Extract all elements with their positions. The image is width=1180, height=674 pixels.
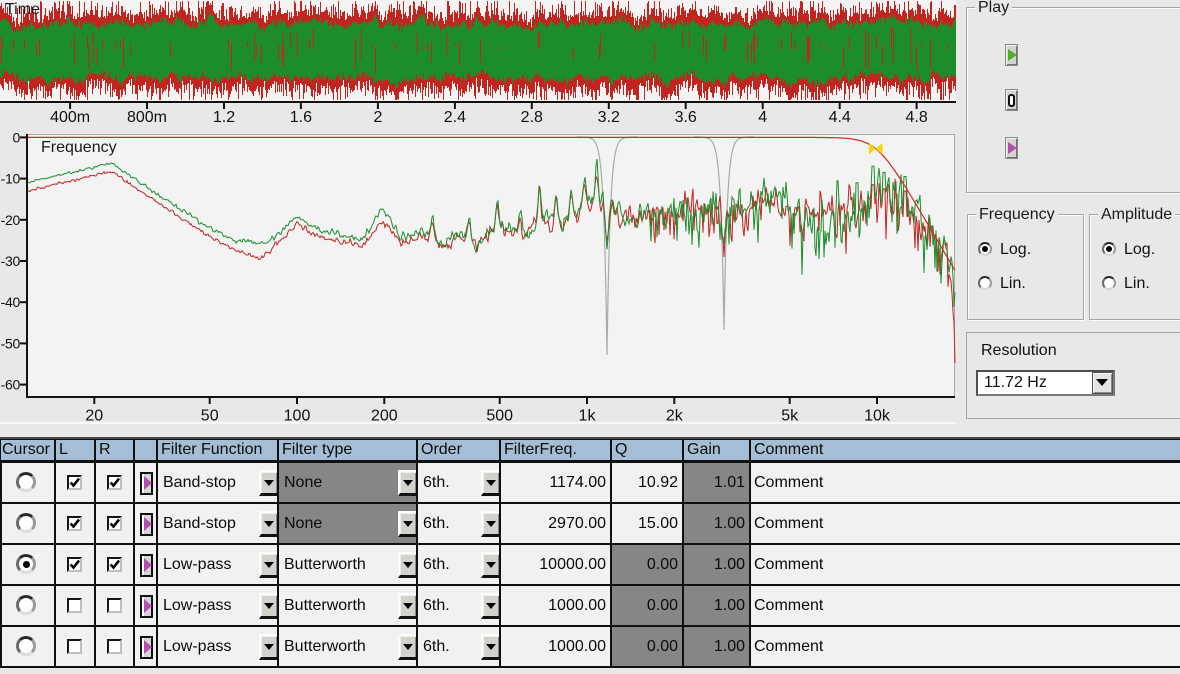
svg-text:1k: 1k — [579, 408, 597, 425]
svg-text:800m: 800m — [127, 109, 167, 126]
svg-text:50: 50 — [201, 408, 219, 425]
svg-text:2: 2 — [373, 109, 382, 126]
svg-text:20: 20 — [85, 408, 103, 425]
svg-text:3.2: 3.2 — [598, 109, 620, 126]
svg-text:-10: -10 — [1, 171, 21, 187]
svg-text:5k: 5k — [781, 408, 799, 425]
svg-text:1.6: 1.6 — [290, 109, 312, 126]
svg-text:500: 500 — [486, 408, 513, 425]
svg-text:-30: -30 — [1, 253, 21, 269]
svg-text:4.8: 4.8 — [905, 109, 927, 126]
svg-text:-60: -60 — [1, 377, 21, 393]
svg-text:0: 0 — [13, 129, 21, 145]
svg-text:2.8: 2.8 — [521, 109, 543, 126]
svg-text:-40: -40 — [1, 294, 21, 310]
svg-text:Frequency: Frequency — [41, 139, 117, 156]
svg-text:Time: Time — [5, 1, 40, 18]
svg-text:10k: 10k — [864, 408, 891, 425]
svg-text:-50: -50 — [1, 335, 21, 351]
svg-text:3.6: 3.6 — [675, 109, 697, 126]
svg-text:2.4: 2.4 — [444, 109, 466, 126]
svg-text:4: 4 — [758, 109, 767, 126]
svg-text:1.2: 1.2 — [213, 109, 235, 126]
svg-text:4.4: 4.4 — [829, 109, 851, 126]
svg-text:-20: -20 — [1, 212, 21, 228]
svg-text:2k: 2k — [666, 408, 684, 425]
svg-text:200: 200 — [371, 408, 398, 425]
svg-text:400m: 400m — [50, 109, 90, 126]
svg-text:100: 100 — [284, 408, 311, 425]
